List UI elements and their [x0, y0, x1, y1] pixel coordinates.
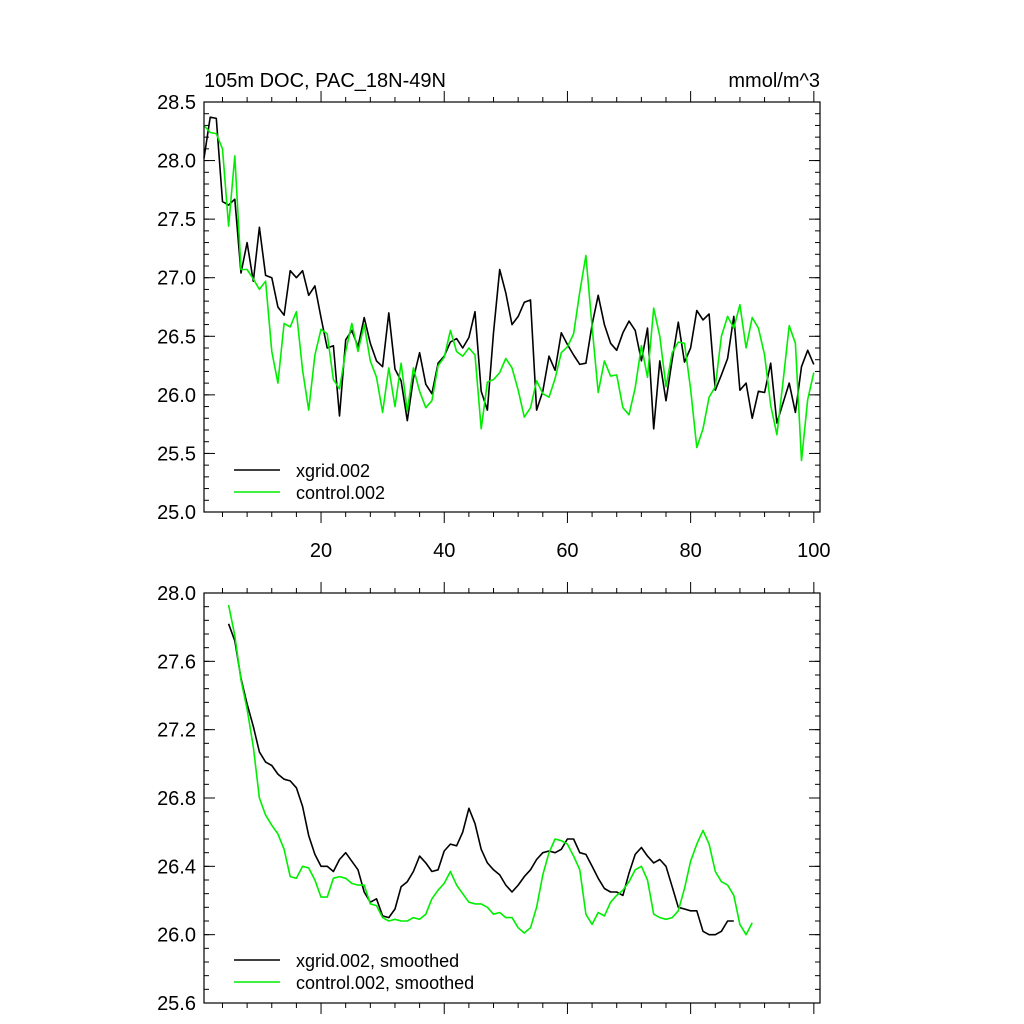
- y-tick-label: 28.0: [157, 151, 196, 173]
- series-line-control: [227, 604, 753, 936]
- series-line-control: [203, 124, 815, 462]
- chart-title: 105m DOC, PAC_18N-49N: [204, 70, 446, 92]
- x-tick-label: 40: [433, 540, 455, 562]
- top-panel: 105m DOC, PAC_18N-49N mmol/m^3 25.0 25.5 2…: [157, 70, 830, 562]
- y-tick-label: 28.0: [157, 583, 196, 605]
- y-tick-label: 25.0: [157, 502, 196, 524]
- x-tick-label: 100: [797, 540, 830, 562]
- legend-label: xgrid.002: [296, 461, 370, 481]
- y-tick-label: 25.6: [157, 993, 196, 1015]
- legend-label: control.002, smoothed: [296, 973, 474, 993]
- plot-frame: [203, 592, 821, 1004]
- y-tick-label: 28.5: [157, 92, 196, 114]
- x-tick-label: 80: [680, 540, 702, 562]
- bottom-panel: 25.6 26.0 26.4 26.8 27.2 27.6 28.0 xgrid.002, …: [157, 582, 821, 1015]
- y-tick-label: 25.5: [157, 443, 196, 465]
- legend-label: xgrid.002, smoothed: [296, 951, 459, 971]
- y-tick-label: 27.2: [157, 720, 196, 742]
- y-tick-label: 26.0: [157, 385, 196, 407]
- y-tick-label: 26.5: [157, 326, 196, 348]
- x-tick-label: 60: [556, 540, 578, 562]
- y-tick-label: 27.5: [157, 209, 196, 231]
- y-tick-label: 27.6: [157, 651, 196, 673]
- y-tick-label: 26.8: [157, 788, 196, 810]
- x-tick-label: 20: [310, 540, 332, 562]
- units-label: mmol/m^3: [728, 70, 820, 92]
- series-line-xgrid: [203, 116, 815, 430]
- series-line-xgrid: [227, 623, 734, 936]
- y-tick-label: 27.0: [157, 268, 196, 290]
- y-tick-label: 26.0: [157, 925, 196, 947]
- y-tick-label: 26.4: [157, 856, 196, 878]
- legend-label: control.002: [296, 483, 385, 503]
- plot-frame: [203, 101, 821, 513]
